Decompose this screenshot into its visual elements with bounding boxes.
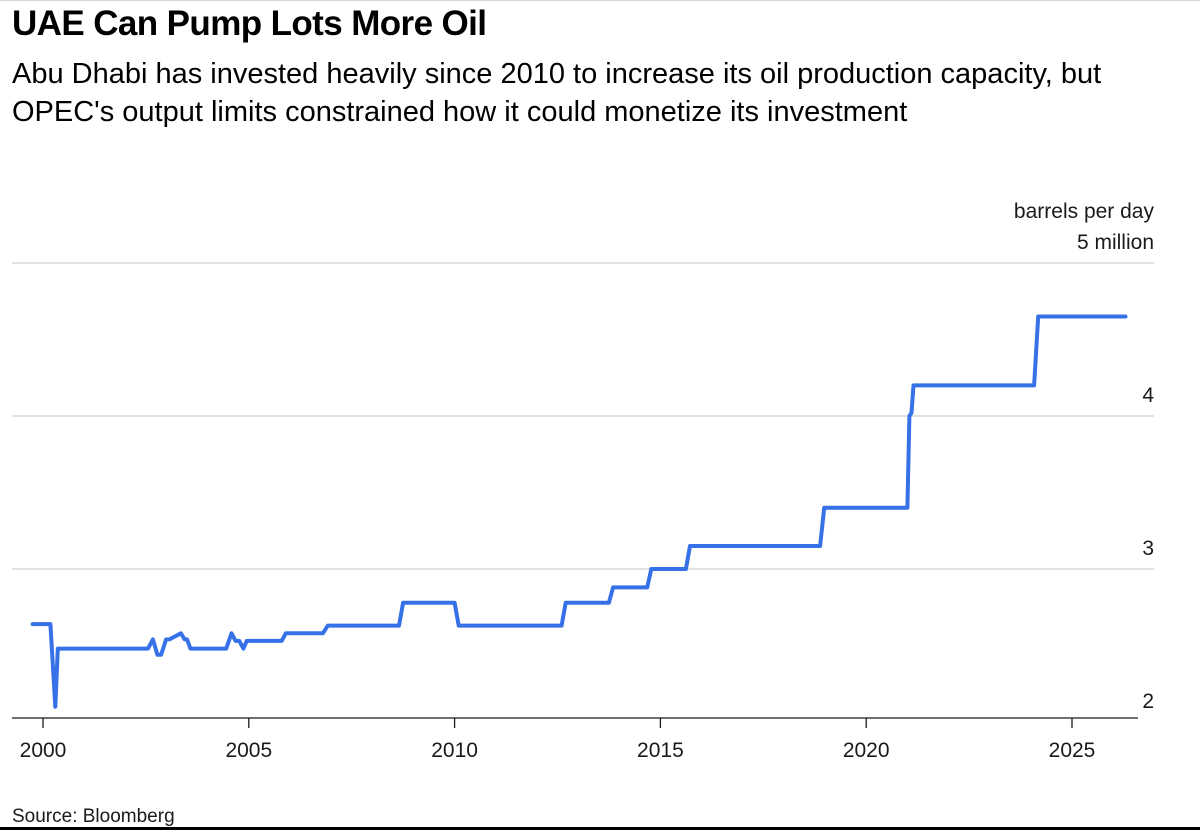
y-tick-label-2: 2	[1142, 690, 1154, 713]
gridlines	[12, 262, 1154, 570]
series	[30, 314, 1128, 709]
y-tick-labels: 2 3 4 5 million	[1077, 231, 1154, 713]
y-tick-label-5: 5 million	[1077, 231, 1154, 254]
x-axis: 2000 2005 2010 2015 2020 2025	[12, 717, 1138, 762]
bottom-rule	[0, 827, 1200, 830]
chart-title: UAE Can Pump Lots More Oil	[12, 4, 487, 43]
x-tick-label-2015: 2015	[637, 739, 684, 762]
chart-subtitle: Abu Dhabi has invested heavily since 201…	[12, 58, 1102, 128]
x-tick-label-2000: 2000	[20, 739, 67, 762]
x-tick-label-2020: 2020	[843, 739, 890, 762]
series-line-0	[30, 314, 1128, 709]
top-rule	[0, 0, 1200, 1]
x-tick-label-2005: 2005	[225, 739, 272, 762]
y-tick-label-4: 4	[1142, 384, 1154, 407]
y-tick-label-3: 3	[1142, 537, 1154, 560]
x-tick-label-2025: 2025	[1049, 739, 1096, 762]
x-tick-label-2010: 2010	[431, 739, 478, 762]
y-unit-label: barrels per day	[1014, 200, 1155, 223]
source-note: Source: Bloomberg	[12, 806, 175, 827]
